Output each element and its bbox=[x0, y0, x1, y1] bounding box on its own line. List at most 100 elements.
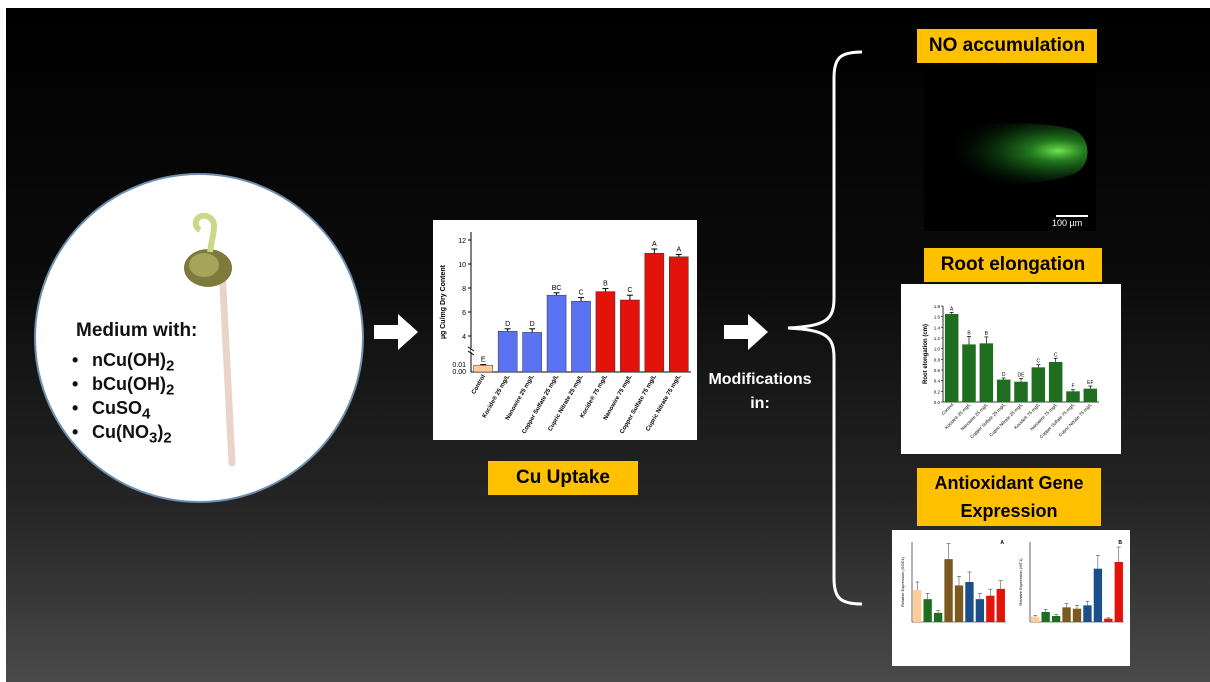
bar bbox=[1051, 616, 1061, 622]
significance-letter: EF bbox=[1087, 380, 1093, 386]
bar bbox=[975, 599, 985, 622]
slide: Medium with: • nCu(OH)2 • bCu(OH)2 • CuSO4 … bbox=[6, 8, 1210, 682]
significance-letter: B bbox=[967, 330, 971, 336]
bar bbox=[644, 252, 665, 373]
significance-letter: C bbox=[1054, 352, 1058, 358]
bar bbox=[1114, 562, 1123, 622]
y-tick-label: 1.4 bbox=[934, 325, 941, 330]
significance-letter: E bbox=[481, 357, 486, 364]
significance-letter: B bbox=[603, 281, 608, 288]
right-arrow-icon bbox=[374, 314, 418, 350]
bar bbox=[595, 291, 616, 373]
significance-letter: C bbox=[627, 287, 632, 294]
bar bbox=[522, 332, 542, 373]
y-tick-label: 0.0 bbox=[934, 400, 941, 405]
bar bbox=[962, 344, 976, 402]
x-tick-label: Control bbox=[471, 374, 487, 396]
bar bbox=[1072, 608, 1082, 622]
bar bbox=[1031, 367, 1046, 402]
modifications-text: Modifications in: bbox=[708, 371, 812, 412]
significance-letter: DE bbox=[1018, 373, 1026, 379]
y-tick-label: 0.00 bbox=[452, 369, 466, 376]
bar bbox=[668, 256, 689, 373]
cu-uptake-chart: 12 10 8 6 4 0.01 0.00 µg Cu/mg Dry Content E Cont… bbox=[433, 220, 697, 440]
y-axis-title: Relative Expression (MT1) bbox=[1018, 558, 1023, 606]
y-tick-label: 12 bbox=[458, 238, 466, 245]
x-tick-label: Kocide® 25 mg/L bbox=[481, 373, 512, 419]
y-tick-label: 0.4 bbox=[934, 379, 941, 384]
y-tick-label: 1.0 bbox=[934, 347, 941, 352]
panel-letter: B bbox=[1118, 540, 1122, 546]
right-arrow-icon bbox=[724, 314, 768, 350]
no-accumulation-label: NO accumulation bbox=[917, 29, 1097, 63]
bar bbox=[1048, 362, 1063, 402]
bar bbox=[1031, 616, 1040, 622]
medium-item: • CuSO4 bbox=[72, 398, 151, 423]
panel-letter: A bbox=[1000, 540, 1004, 546]
significance-letter: BC bbox=[552, 285, 562, 292]
bar bbox=[986, 595, 995, 622]
y-tick-label: 10 bbox=[458, 262, 466, 269]
bar bbox=[546, 294, 567, 373]
bar bbox=[1083, 388, 1098, 402]
bar bbox=[996, 588, 1005, 622]
bar bbox=[954, 585, 964, 622]
cu-uptake-label: Cu Uptake bbox=[488, 461, 638, 495]
significance-letter: C bbox=[578, 290, 583, 297]
significance-letter: D bbox=[1002, 372, 1006, 378]
significance-letter: F bbox=[1071, 384, 1074, 390]
medium-list: • nCu(OH)2 • bCu(OH)2 • CuSO4 • Cu(NO3)2 bbox=[72, 348, 175, 447]
y-axis-title: Relative Expression (SOD1) bbox=[900, 556, 905, 607]
medium-item: • Cu(NO3)2 bbox=[72, 422, 172, 447]
bar bbox=[996, 379, 1011, 402]
bar bbox=[979, 343, 994, 402]
significance-letter: D bbox=[505, 321, 510, 328]
bar bbox=[1062, 607, 1071, 622]
bar bbox=[965, 582, 974, 622]
bar bbox=[944, 314, 959, 402]
bar bbox=[944, 559, 953, 622]
gene-expression-chart: A Relative Expression (SOD1) B Relative Exp… bbox=[892, 530, 1130, 666]
fluorescence-image bbox=[924, 123, 1088, 217]
bar bbox=[497, 330, 518, 373]
x-tick-label: Cupric Nitrate 75 mg/L bbox=[1058, 402, 1094, 438]
y-tick-label: 8 bbox=[462, 286, 466, 293]
bar bbox=[620, 299, 640, 373]
bar bbox=[1041, 612, 1050, 622]
significance-letter: B bbox=[985, 331, 989, 337]
antioxidant-label: Antioxidant Gene Expression bbox=[917, 468, 1101, 526]
curly-brace bbox=[787, 50, 863, 606]
significance-letter: D bbox=[530, 321, 535, 328]
y-axis-title: µg Cu/mg Dry Content bbox=[440, 264, 447, 339]
y-tick-label: 1.2 bbox=[934, 336, 941, 341]
root-elongation-label: Root elongation bbox=[924, 248, 1102, 282]
axis-break-mark bbox=[467, 346, 475, 352]
x-tick-label: Kocide® 75 mg/L bbox=[579, 373, 610, 419]
y-tick-label: 0.6 bbox=[934, 368, 941, 373]
microscopy-image: 100 µm bbox=[924, 68, 1096, 231]
bar bbox=[1083, 605, 1092, 622]
significance-letter: C bbox=[1037, 359, 1041, 365]
bar bbox=[571, 300, 591, 373]
medium-item: • nCu(OH)2 bbox=[72, 350, 175, 375]
seedling-icon bbox=[184, 212, 236, 467]
medium-item: • bCu(OH)2 bbox=[72, 374, 175, 399]
y-tick-label: 6 bbox=[462, 310, 466, 317]
y-axis-title: Root elongation (cm) bbox=[923, 324, 929, 384]
y-tick-label: 0.01 bbox=[452, 362, 466, 369]
root-elongation-chart: 1.8 1.6 1.4 1.2 1.0 0.8 0.6 0.4 0.2 0.0 Root elong… bbox=[901, 284, 1121, 454]
y-tick-label: 0.2 bbox=[934, 389, 941, 394]
bar bbox=[1093, 568, 1103, 622]
bar bbox=[1066, 391, 1080, 402]
y-tick-label: 0.8 bbox=[934, 357, 941, 362]
bar bbox=[1014, 381, 1028, 402]
significance-letter: A bbox=[950, 306, 954, 312]
medium-title: Medium with: bbox=[76, 320, 198, 341]
bar bbox=[1104, 618, 1113, 622]
bar bbox=[913, 590, 922, 622]
axis-break-mark bbox=[467, 350, 475, 356]
bar bbox=[923, 599, 932, 622]
bar bbox=[933, 612, 943, 622]
significance-letter: A bbox=[652, 241, 657, 248]
scale-bar-label: 100 µm bbox=[1052, 218, 1083, 228]
